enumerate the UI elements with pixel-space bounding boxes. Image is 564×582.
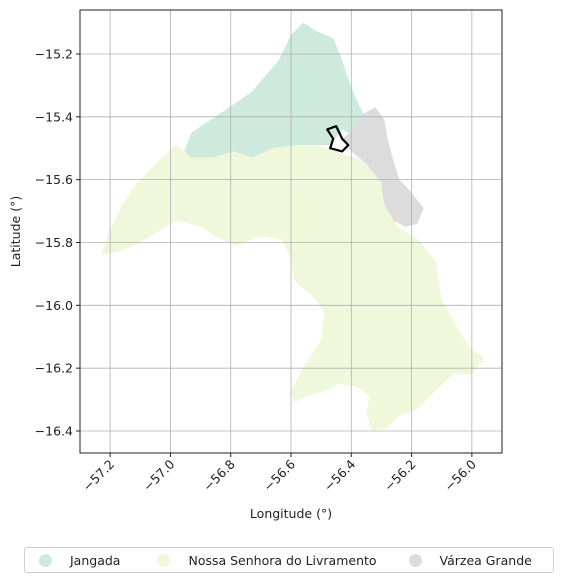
x-tick-label: −56.8 (200, 456, 238, 494)
map-legend: Jangada Nossa Senhora do Livramento Várz… (24, 547, 554, 573)
x-tick-label: −56.0 (441, 456, 479, 494)
x-tick-label: −56.4 (321, 456, 359, 494)
y-tick-label: −16.0 (35, 298, 73, 313)
region-v-rzea-grande (342, 107, 424, 227)
y-axis-ticks: −15.2 −15.4 −15.6 −15.8 −16.0 −16.2 −16.4 (35, 46, 80, 439)
highlight-outline (326, 125, 350, 153)
legend-label: Nossa Senhora do Livramento (188, 552, 377, 568)
y-axis-title: Latitude (°) (8, 196, 23, 267)
x-tick-label: −57.2 (80, 457, 118, 495)
y-tick-label: −15.8 (35, 235, 73, 250)
legend-label: Jangada (70, 552, 121, 568)
y-tick-label: −16.2 (35, 361, 73, 376)
highlight-layer (326, 125, 350, 153)
x-tick-label: −56.6 (260, 456, 298, 494)
y-tick-label: −15.6 (35, 172, 73, 187)
legend-item-varzea-grande: Várzea Grande (408, 552, 532, 568)
x-axis-title: Longitude (°) (250, 506, 332, 521)
legend-item-jangada: Jangada (39, 553, 120, 568)
y-tick-label: −16.4 (35, 424, 73, 439)
x-axis-ticks: −57.2 −57.0 −56.8 −56.6 −56.4 −56.2 −56.0 (80, 453, 479, 494)
x-tick-label: −57.0 (140, 456, 178, 494)
y-tick-label: −15.2 (35, 46, 73, 61)
x-tick-label: −56.2 (381, 457, 419, 495)
y-tick-label: −15.4 (35, 109, 73, 124)
grid-layer (80, 10, 502, 453)
legend-swatch-nossa-senhora (157, 553, 171, 567)
legend-label: Várzea Grande (439, 552, 532, 568)
region-jangada (179, 22, 373, 164)
legend-swatch-jangada (39, 553, 52, 567)
regions-layer (101, 22, 484, 431)
region-nossa-senhora-do-livramento (101, 145, 484, 431)
legend-swatch-varzea-grande (408, 553, 422, 567)
legend-item-nossa-senhora: Nossa Senhora do Livramento (157, 552, 377, 568)
